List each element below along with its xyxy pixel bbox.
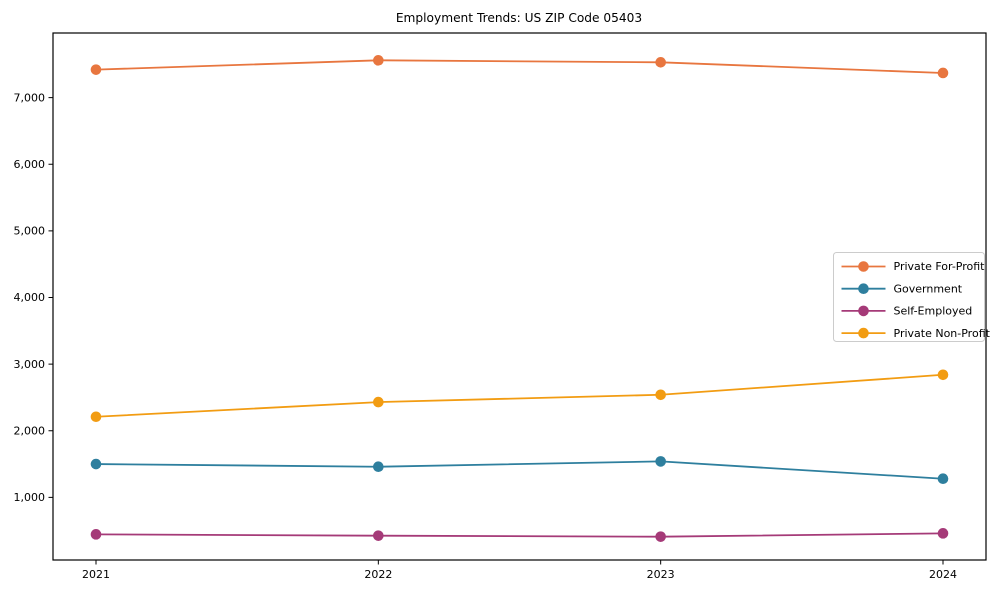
x-tick-label: 2022 (364, 568, 392, 581)
legend-marker (858, 327, 869, 339)
legend-label: Self-Employed (894, 305, 973, 318)
data-point (373, 461, 384, 473)
y-tick-label: 5,000 (14, 225, 46, 238)
data-point (90, 458, 102, 470)
x-tick-label: 2024 (929, 568, 957, 581)
x-tick-label: 2021 (82, 568, 110, 581)
data-point (655, 456, 666, 467)
data-point (655, 389, 666, 401)
legend-label: Private For-Profit (894, 260, 986, 273)
plot-layer: 1,000 2,000 3,000 4,000 5,000 6,000 7,000 2021 2… (14, 32, 991, 581)
legend-box (833, 252, 985, 342)
series-line-self-employed (95, 532, 944, 538)
legend-marker (858, 283, 869, 295)
y-tick-label: 3,000 (14, 358, 46, 371)
series-line-government (95, 460, 944, 480)
legend-marker (858, 261, 869, 272)
x-tick-label: 2023 (647, 568, 675, 581)
y-tick-label: 4,000 (14, 291, 46, 304)
plot-border (52, 32, 987, 561)
data-point (655, 57, 666, 68)
legend-marker (858, 305, 869, 317)
data-point (90, 529, 102, 540)
y-tick-label: 1,000 (14, 491, 46, 504)
data-point (90, 411, 102, 423)
series-line-private-non-profit (95, 373, 944, 418)
data-point (90, 64, 102, 75)
data-point (937, 528, 949, 539)
data-point (373, 396, 384, 408)
y-tick-label: 7,000 (14, 91, 46, 104)
legend-label: Private Non-Profit (894, 327, 991, 340)
data-point (655, 531, 666, 542)
y-tick-label: 6,000 (14, 158, 46, 171)
data-point (937, 473, 949, 485)
data-point (937, 369, 949, 381)
data-point (373, 530, 384, 541)
data-point (373, 55, 384, 66)
data-point (937, 67, 949, 79)
series-line-private-for-profit (95, 59, 944, 74)
y-tick-label: 2,000 (14, 424, 46, 437)
chart-title: Employment Trends: US ZIP Code 05403 (396, 11, 642, 25)
legend-label: Government (894, 282, 963, 295)
